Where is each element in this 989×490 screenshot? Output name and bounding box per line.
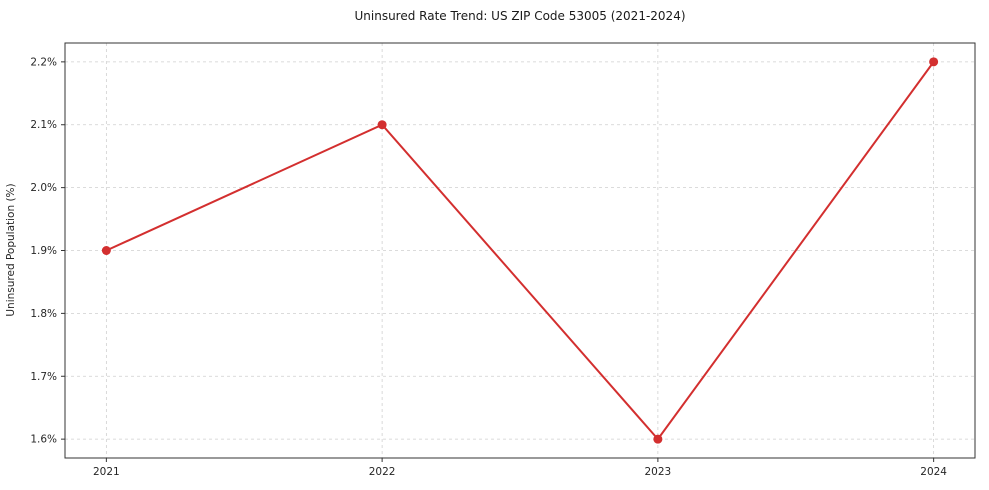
data-point-2022 (377, 120, 387, 130)
x-tick-label: 2023 (645, 466, 672, 478)
y-tick-label: 2.1% (30, 119, 57, 131)
x-tick-label: 2022 (369, 466, 396, 478)
data-point-2021 (101, 246, 111, 255)
y-tick-label: 1.7% (30, 371, 57, 383)
y-tick-label: 2.2% (30, 56, 57, 68)
y-tick-label: 1.8% (30, 308, 57, 320)
x-tick-label: 2024 (920, 466, 947, 478)
trend-line (105, 60, 935, 441)
chart-title: Uninsured Rate Trend: US ZIP Code 53005 … (354, 9, 685, 23)
data-point-2024 (929, 57, 939, 67)
x-tick-label: 2021 (93, 466, 120, 478)
axes-frame (64, 42, 976, 459)
data-point-2023 (653, 434, 663, 444)
y-tick-label: 2.0% (30, 182, 57, 194)
y-tick-label: 1.9% (30, 245, 57, 257)
y-tick-label: 1.6% (30, 434, 57, 446)
y-axis-label: Uninsured Population (%) (5, 183, 17, 316)
plot-area: 1.6% 1.7% 1.8% 1.9% 2.0% 2.1% 2.2% 2021 2022 2023… (30, 42, 976, 478)
